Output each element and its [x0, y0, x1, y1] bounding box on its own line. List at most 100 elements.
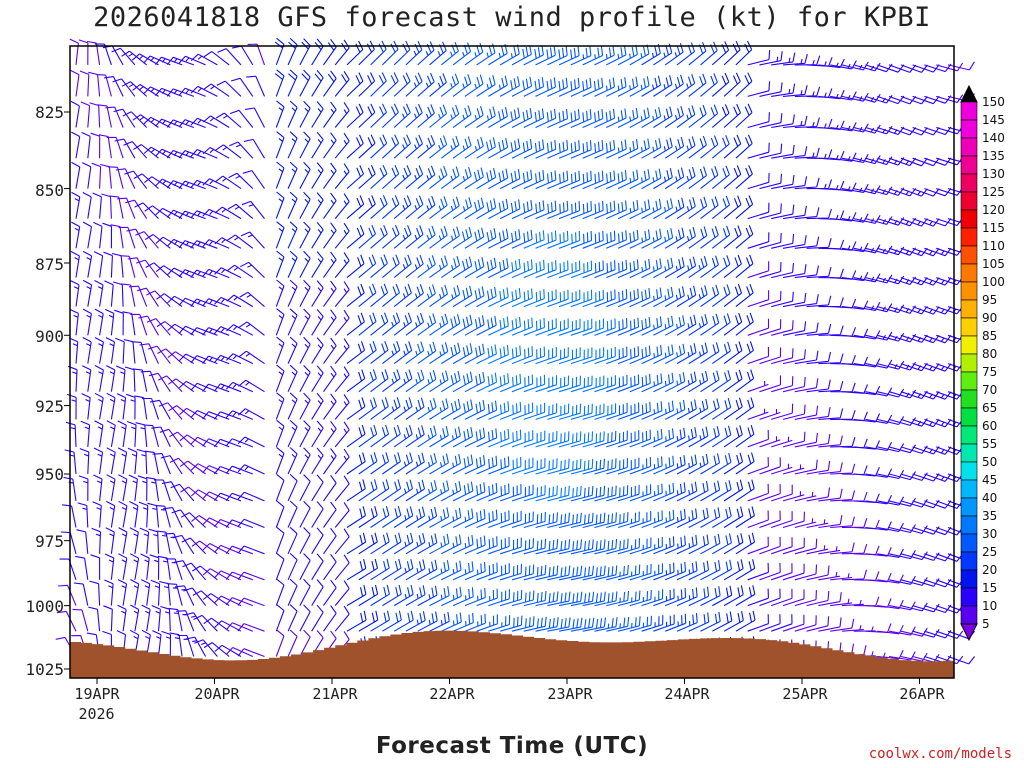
- wind-barb: [723, 533, 744, 555]
- wind-barb-staff: [711, 225, 731, 249]
- wind-barb-staff: [213, 411, 242, 420]
- wind-barb-staff: [213, 354, 242, 365]
- wind-barb: [488, 483, 510, 502]
- wind-barb: [794, 207, 820, 220]
- wind-barb: [476, 344, 497, 365]
- wind-barb-staff: [134, 202, 159, 219]
- wind-barb-staff: [476, 562, 498, 581]
- wind-barb-staff: [202, 543, 230, 555]
- wind-barb-staff: [178, 210, 206, 220]
- wind-barb: [334, 193, 350, 219]
- wind-barb-staff: [393, 425, 413, 448]
- wind-barb: [382, 479, 402, 502]
- wind-barb: [405, 341, 425, 365]
- wind-barb-staff: [334, 366, 350, 393]
- wind-barb: [570, 289, 593, 308]
- wind-barb-staff: [664, 400, 686, 420]
- wind-barb-staff: [382, 195, 400, 220]
- wind-barb: [135, 422, 148, 447]
- wind-barb: [97, 104, 112, 128]
- wind-barb-staff: [617, 538, 641, 555]
- wind-barb: [547, 347, 569, 365]
- wind-barb-staff: [117, 447, 128, 475]
- wind-barb: [735, 369, 755, 393]
- wind-barb: [476, 167, 497, 190]
- wind-barb: [664, 315, 685, 336]
- wind-barb: [700, 370, 720, 393]
- wind-barb: [570, 347, 593, 365]
- wind-barb-staff: [723, 397, 743, 420]
- wind-barb: [841, 543, 868, 555]
- wind-barb-staff: [109, 195, 124, 219]
- legend-label: 55: [982, 437, 998, 451]
- wind-barb-staff: [82, 279, 93, 307]
- wind-barb-staff: [287, 447, 298, 475]
- credit-link[interactable]: coolwx.com/models: [868, 746, 1012, 762]
- wind-barb-staff: [382, 40, 399, 66]
- wind-barb: [393, 254, 412, 279]
- wind-barb-staff: [275, 221, 285, 249]
- wind-barb-staff: [382, 164, 400, 190]
- wind-barb-staff: [818, 435, 843, 448]
- wind-barb-staff: [888, 524, 916, 534]
- wind-barb-staff: [688, 73, 707, 97]
- wind-barb-staff: [370, 312, 389, 336]
- wind-barb-staff: [119, 255, 136, 278]
- wind-barb-staff: [511, 374, 534, 393]
- wind-barb: [617, 511, 640, 529]
- wind-barb-staff: [87, 40, 101, 65]
- wind-barb: [735, 452, 755, 475]
- wind-barb: [230, 77, 254, 97]
- wind-barb-staff: [723, 312, 743, 336]
- wind-barb: [570, 617, 595, 632]
- wind-barb: [535, 260, 557, 279]
- wind-barb-staff: [202, 438, 230, 448]
- wind-barb-staff: [629, 258, 651, 279]
- wind-barb-staff: [747, 232, 770, 249]
- wind-barb-staff: [405, 479, 426, 502]
- wind-barb-staff: [594, 108, 616, 128]
- wind-barb-staff: [238, 350, 265, 365]
- wind-barb-staff: [877, 304, 905, 314]
- wind-barb-staff: [759, 143, 783, 159]
- y-tick-850: 850: [35, 181, 64, 200]
- wind-barb: [488, 401, 510, 420]
- wind-barb-staff: [806, 545, 829, 555]
- wind-barb: [641, 615, 664, 632]
- wind-barb: [700, 480, 721, 502]
- wind-barb: [334, 102, 350, 128]
- wind-barb: [370, 72, 387, 97]
- wind-barb-staff: [124, 366, 136, 392]
- wind-barb: [499, 258, 521, 279]
- wind-barb: [499, 373, 522, 393]
- wind-barb: [346, 532, 367, 555]
- wind-barb-staff: [700, 313, 720, 336]
- wind-barb-staff: [865, 186, 893, 196]
- wind-barb-staff: [771, 484, 793, 502]
- wind-barb-staff: [275, 191, 285, 219]
- wind-barb-staff: [606, 430, 628, 448]
- wind-barb-staff: [311, 280, 324, 307]
- wind-barb-staff: [190, 85, 218, 97]
- wind-barb-staff: [452, 534, 474, 555]
- wind-barb: [382, 40, 399, 66]
- wind-barb-staff: [535, 108, 557, 128]
- wind-barb: [190, 436, 218, 448]
- wind-barb-staff: [606, 170, 627, 190]
- wind-barb: [747, 112, 770, 129]
- wind-barb: [393, 584, 414, 607]
- wind-barb-staff: [782, 491, 805, 502]
- wind-barb-staff: [148, 528, 160, 554]
- wind-barb: [877, 416, 905, 426]
- wind-barb: [382, 254, 400, 279]
- wind-barb: [202, 178, 230, 190]
- wind-barb: [452, 371, 473, 393]
- wind-barb: [759, 436, 781, 448]
- wind-barb-staff: [393, 479, 414, 502]
- wind-barb: [429, 226, 448, 249]
- wind-barb: [782, 235, 807, 249]
- wind-barb: [865, 216, 893, 225]
- wind-barb-staff: [88, 606, 101, 632]
- wind-barb-staff: [214, 570, 242, 581]
- wind-barb-staff: [429, 370, 449, 393]
